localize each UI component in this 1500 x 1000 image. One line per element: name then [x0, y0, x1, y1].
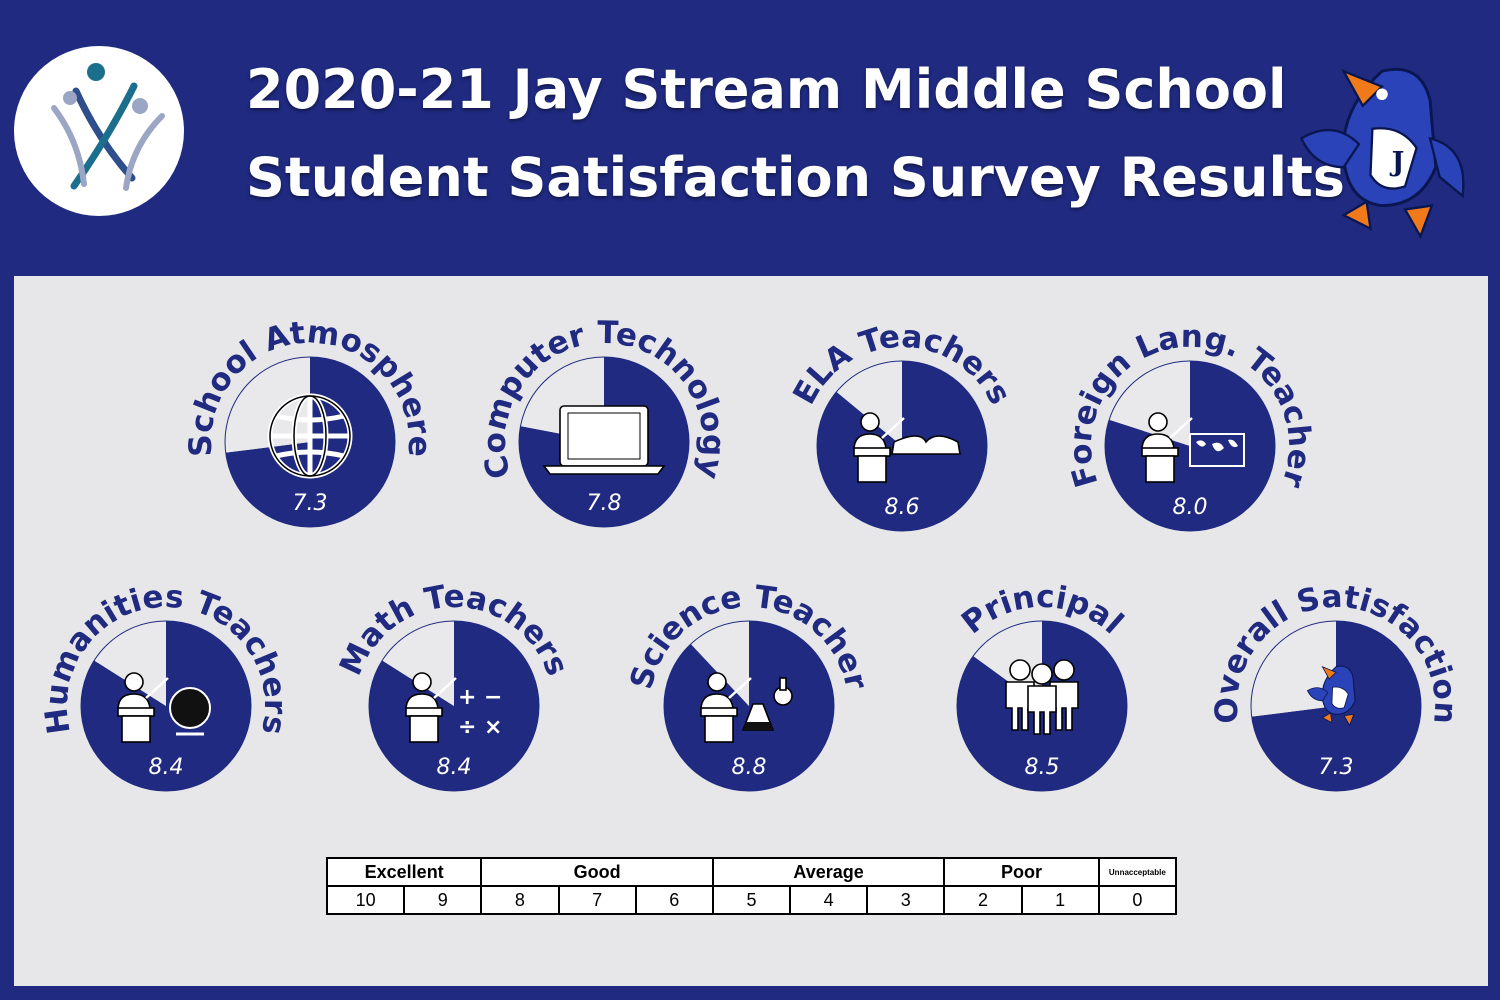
scale-category-excellent: Excellent	[325, 857, 483, 887]
gauge-remainder-wedge	[690, 621, 749, 706]
svg-text:−: −	[484, 685, 502, 710]
teacher-science-icon	[700, 672, 793, 743]
gauge-score-label: 8.5	[1025, 755, 1060, 780]
scale-value: 5	[711, 885, 792, 915]
gauge-remainder-wedge	[225, 357, 310, 453]
laptop-icon	[542, 405, 666, 475]
people-group-icon	[1005, 659, 1079, 735]
gauge-score-wedge	[369, 621, 540, 791]
rating-scale-table: Excellent Good Average Poor Unnacceptabl…	[325, 857, 1178, 915]
blue-jay-mascot-icon: J	[1299, 67, 1465, 240]
gauge-score-label: 8.4	[149, 755, 184, 780]
scale-value: 8	[480, 885, 560, 915]
globe-icon	[267, 393, 353, 479]
gauge-remainder-wedge	[1109, 361, 1190, 446]
svg-text:J: J	[1390, 147, 1405, 178]
gauge-score-label: 8.4	[437, 755, 472, 780]
school-logo	[14, 46, 184, 216]
gauge-remainder-wedge	[382, 621, 454, 706]
scale-category-good: Good	[480, 857, 714, 887]
scale-category-poor: Poor	[943, 857, 1100, 887]
scale-value: 2	[943, 885, 1023, 915]
scale-value: 4	[789, 885, 869, 915]
scale-value: 10	[325, 885, 406, 915]
gauge-score-label: 7.8	[587, 491, 622, 516]
gauge-score-label: 8.8	[732, 755, 767, 780]
teacher-book-icon	[853, 412, 961, 483]
blue-jay-mascot-icon	[1306, 665, 1356, 727]
scale-value: 9	[403, 885, 483, 915]
scale-value: 0	[1097, 885, 1178, 915]
gauge-score-label: 8.6	[885, 495, 920, 520]
scale-value: 3	[866, 885, 946, 915]
scale-value: 7	[557, 885, 637, 915]
gauge-score-label: 7.3	[1319, 755, 1354, 780]
page-title-line-1: 2020-21 Jay Stream Middle School	[246, 58, 1287, 121]
page-title-line-2: Student Satisfaction Survey Results	[246, 146, 1345, 209]
gauge-remainder-wedge	[94, 621, 166, 706]
teacher-map-icon	[1141, 412, 1245, 483]
svg-text:÷: ÷	[458, 715, 476, 740]
teacher-math-icon: + −÷ ×	[405, 672, 502, 743]
svg-text:×: ×	[484, 715, 502, 740]
scale-category-average: Average	[711, 857, 946, 887]
scale-category-unacceptable: Unnacceptable	[1097, 857, 1178, 887]
gauge-score-label: 7.3	[293, 491, 328, 516]
gauge-remainder-wedge	[836, 361, 902, 446]
teacher-globe-icon	[117, 672, 211, 743]
svg-text:+: +	[458, 685, 476, 710]
scale-value: 6	[634, 885, 714, 915]
people-logo-icon	[51, 63, 165, 191]
scale-value: 1	[1020, 885, 1100, 915]
gauge-score-label: 8.0	[1173, 495, 1208, 520]
header: 2020-21 Jay Stream Middle School Student…	[0, 0, 1500, 275]
